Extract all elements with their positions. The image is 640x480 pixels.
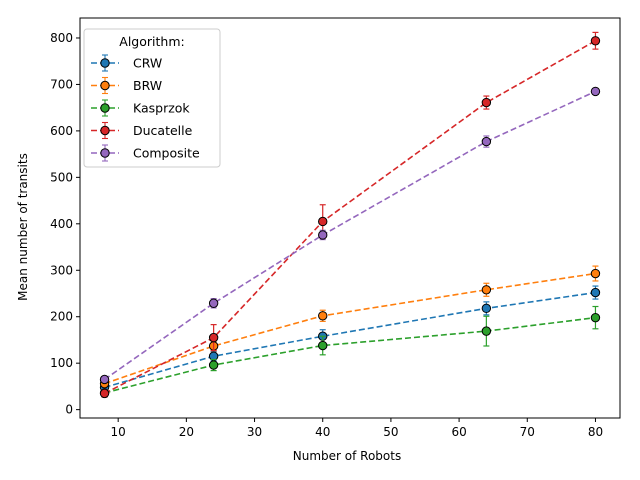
legend-label: Ducatelle — [133, 123, 193, 138]
axes: Number of Robots Mean number of transits… — [16, 31, 603, 463]
legend-marker — [100, 125, 110, 136]
y-axis-label: Mean number of transits — [16, 153, 30, 301]
legend-label: Kasprzok — [133, 101, 190, 116]
legend-entry-kasprzok: Kasprzok — [91, 99, 190, 117]
x-tick-label: 60 — [451, 425, 466, 439]
legend-marker — [100, 103, 110, 113]
data-point — [590, 36, 601, 46]
y-tick-label: 600 — [50, 124, 73, 138]
legend-entry-brw: BRW — [91, 76, 162, 95]
x-tick-label: 10 — [111, 425, 126, 439]
y-tick-label: 500 — [50, 170, 73, 184]
series-line — [104, 316, 596, 394]
data-point — [590, 268, 601, 279]
y-tick-label: 400 — [50, 217, 73, 231]
legend-label: BRW — [133, 78, 162, 93]
x-tick-label: 20 — [179, 425, 194, 439]
series-crw — [99, 285, 601, 393]
data-point — [481, 285, 492, 295]
legend-title: Algorithm: — [119, 34, 184, 49]
y-tick-label: 800 — [50, 31, 73, 45]
data-point — [481, 136, 492, 147]
data-point — [318, 311, 328, 321]
data-point — [99, 388, 110, 399]
data-point — [481, 97, 492, 108]
series-layer — [99, 31, 601, 399]
x-tick-label: 80 — [588, 425, 603, 439]
legend-marker — [100, 148, 110, 158]
data-point — [318, 216, 328, 227]
series-ducatelle — [99, 31, 601, 399]
y-tick-label: 200 — [50, 310, 73, 324]
plot-area — [79, 17, 621, 419]
y-tick-label: 300 — [50, 263, 73, 277]
legend-marker — [100, 80, 110, 91]
series-line — [104, 291, 596, 389]
legend-entry-composite: Composite — [91, 144, 200, 162]
data-point — [590, 312, 601, 323]
data-point — [481, 303, 492, 314]
y-tick-label: 0 — [65, 403, 73, 417]
data-point — [208, 298, 219, 308]
legend-entry-crw: CRW — [91, 54, 162, 72]
data-point — [208, 332, 219, 343]
x-tick-label: 40 — [315, 425, 330, 439]
x-axis-label: Number of Robots — [293, 449, 401, 463]
x-tick-label: 70 — [520, 425, 535, 439]
legend-label: CRW — [133, 56, 162, 71]
x-tick-label: 50 — [383, 425, 398, 439]
series-kasprzok — [99, 305, 601, 398]
data-point — [481, 326, 492, 336]
legend-entry-ducatelle: Ducatelle — [91, 121, 193, 140]
data-point — [99, 374, 110, 385]
legend-marker — [100, 58, 110, 68]
data-point — [318, 230, 328, 240]
data-point — [590, 86, 601, 97]
plot-frame — [79, 17, 621, 419]
series-composite — [99, 86, 601, 385]
data-point — [590, 287, 601, 298]
legend-label: Composite — [133, 146, 200, 161]
legend: Algorithm: CRW BRW Kasprzok Ducatelle Compos… — [83, 28, 221, 168]
y-tick-label: 100 — [50, 356, 73, 370]
data-point — [318, 340, 328, 351]
y-tick-label: 700 — [50, 77, 73, 91]
x-tick-label: 30 — [247, 425, 262, 439]
data-point — [208, 360, 219, 370]
